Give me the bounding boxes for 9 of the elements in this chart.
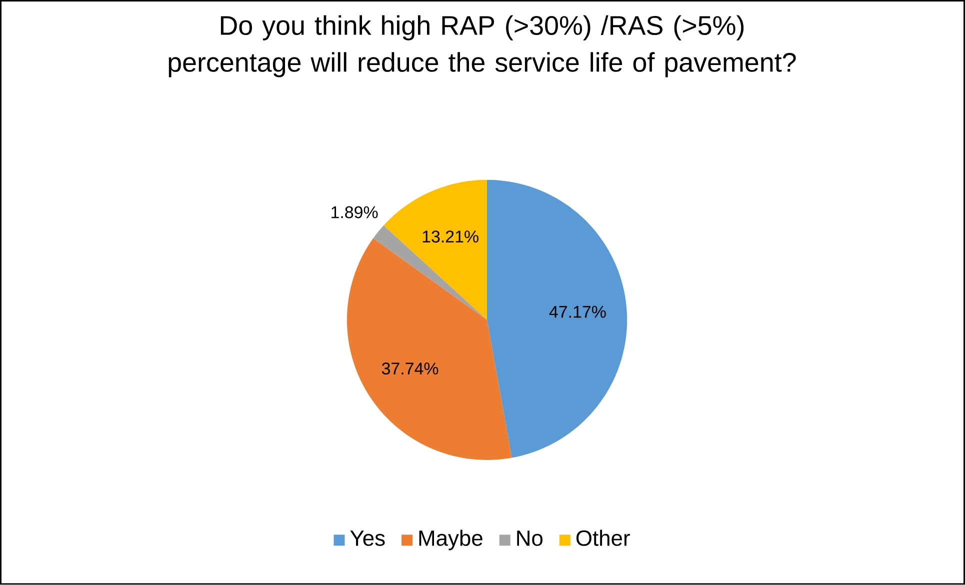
legend-label: Other [576, 530, 630, 546]
legend-label: Maybe [419, 530, 482, 550]
chart-title: Do you think high RAP (>30%) /RAS (>5%) percentage will reduce the service life of pavement? [168, 15, 796, 78]
legend-label: Yes [350, 530, 385, 546]
data-label: 47.17% [549, 306, 606, 318]
legend-label: No [517, 530, 542, 546]
data-label: 1.89% [332, 206, 378, 218]
data-label: 13.21% [422, 230, 478, 243]
data-label: 37.74% [382, 362, 438, 375]
